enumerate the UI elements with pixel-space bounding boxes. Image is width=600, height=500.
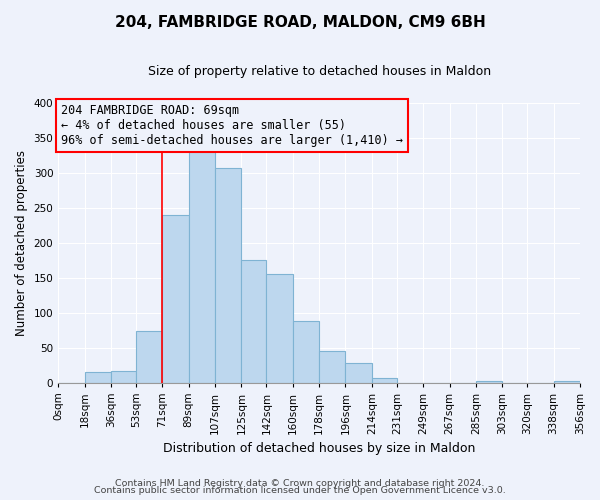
Bar (266, 274, 293, 382)
X-axis label: Distribution of detached houses by size in Maldon: Distribution of detached houses by size … (163, 442, 475, 455)
Bar (293, 321, 319, 382)
Title: Size of property relative to detached houses in Maldon: Size of property relative to detached ho… (148, 65, 491, 78)
Bar (346, 363, 372, 382)
Text: 204 FAMBRIDGE ROAD: 69sqm
← 4% of detached houses are smaller (55)
96% of semi-d: 204 FAMBRIDGE ROAD: 69sqm ← 4% of detach… (61, 104, 403, 147)
Bar (162, 214, 188, 382)
Bar (111, 370, 136, 382)
Bar (85, 372, 111, 382)
Bar (215, 168, 241, 382)
Bar (319, 351, 346, 382)
Bar (241, 260, 266, 382)
Bar (372, 378, 397, 382)
Bar (554, 381, 580, 382)
Bar (136, 332, 162, 382)
Text: 204, FAMBRIDGE ROAD, MALDON, CM9 6BH: 204, FAMBRIDGE ROAD, MALDON, CM9 6BH (115, 15, 485, 30)
Bar (188, 148, 215, 382)
Text: Contains public sector information licensed under the Open Government Licence v3: Contains public sector information licen… (94, 486, 506, 495)
Text: Contains HM Land Registry data © Crown copyright and database right 2024.: Contains HM Land Registry data © Crown c… (115, 478, 485, 488)
Y-axis label: Number of detached properties: Number of detached properties (15, 150, 28, 336)
Bar (476, 381, 502, 382)
